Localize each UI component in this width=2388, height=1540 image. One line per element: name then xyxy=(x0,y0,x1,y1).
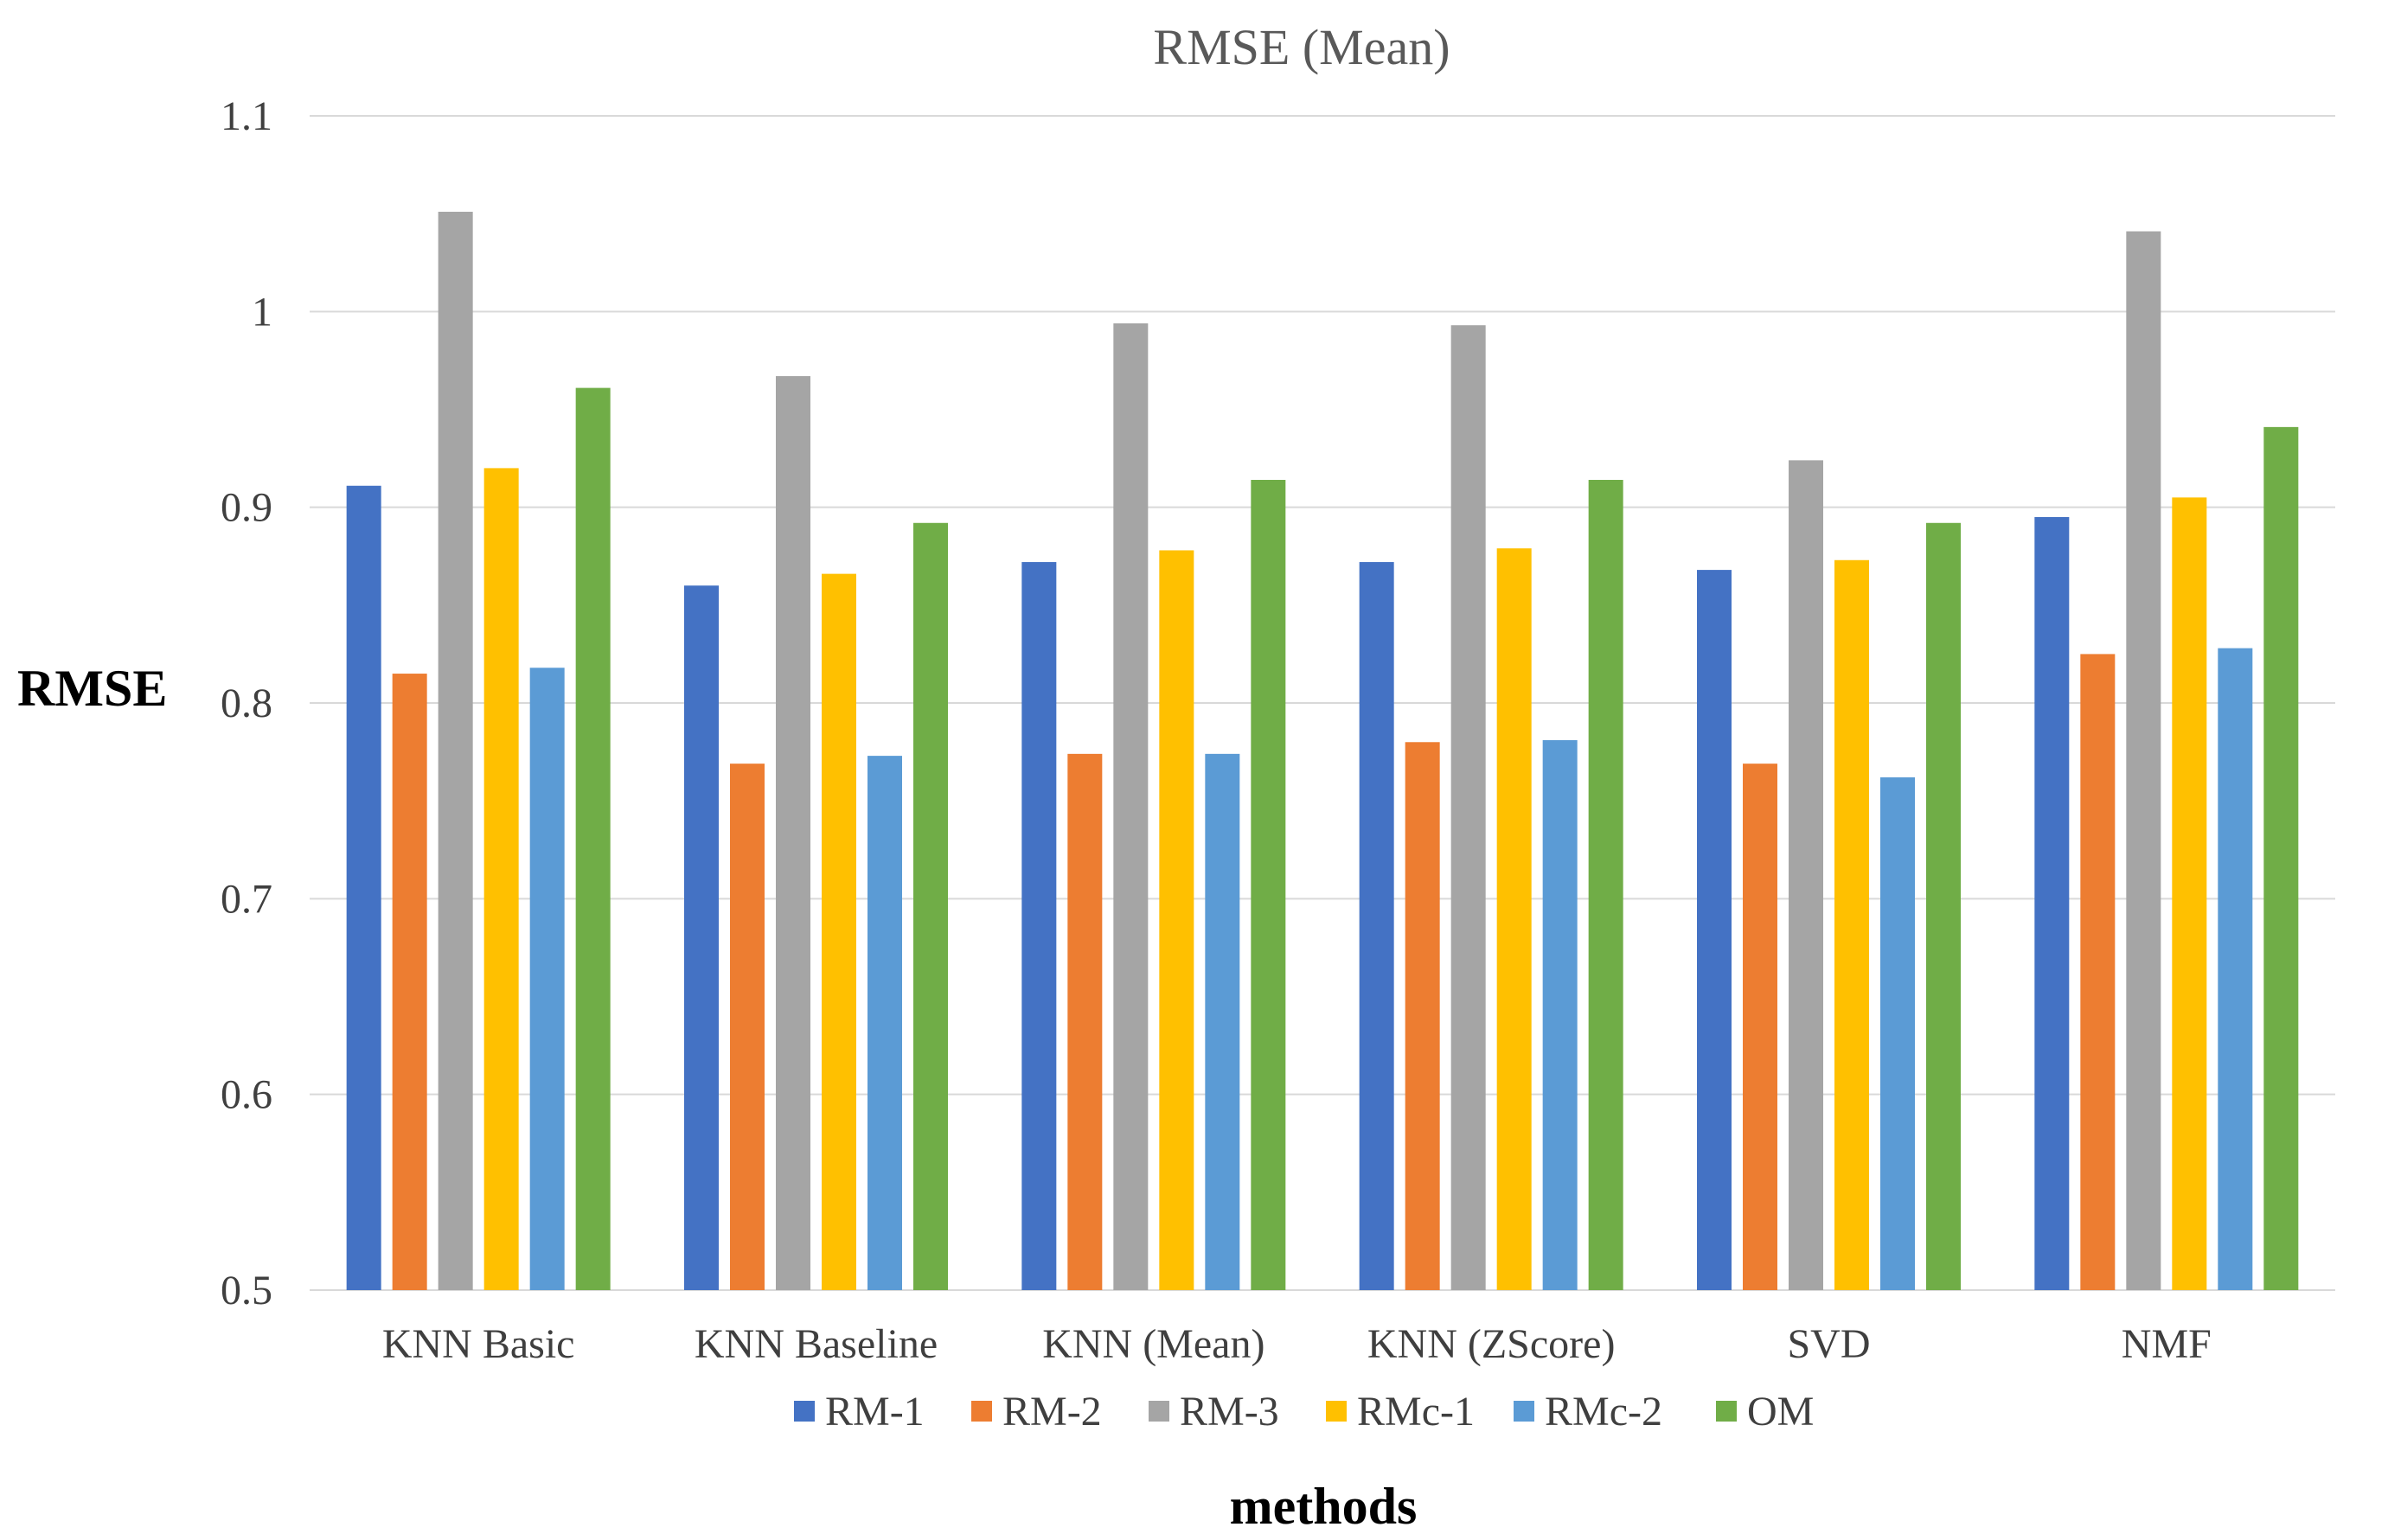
x-axis-categories: KNN Basic KNN Baseline KNN (Mean) KNN (ZSco… xyxy=(382,1321,2212,1367)
bar-rm-1-knn-baseline xyxy=(684,585,719,1290)
bar-rm-2-knn-basic xyxy=(392,674,427,1290)
bar-rm-3-knn-baseline xyxy=(776,376,810,1291)
x-axis-title: methods xyxy=(1230,1478,1418,1535)
x-category-label: SVD xyxy=(1787,1321,1870,1367)
bar-rm-3-knn-mean xyxy=(1113,323,1149,1290)
y-axis-ticks: 0.5 0.6 0.7 0.8 0.9 1 1.1 xyxy=(221,93,272,1313)
bar-rmc-2-knn-basic xyxy=(529,668,565,1290)
legend-label: RM-1 xyxy=(825,1389,925,1435)
legend-item-om[interactable]: OM xyxy=(1716,1389,1814,1435)
bar-rmc-2-nmf xyxy=(2218,648,2253,1290)
legend-swatch xyxy=(794,1401,815,1422)
x-category-label: KNN (ZScore) xyxy=(1367,1321,1616,1367)
bar-rmc-2-knn-zscore xyxy=(1542,740,1578,1290)
legend-label: RM-3 xyxy=(1180,1389,1279,1435)
bar-om-knn-mean xyxy=(1251,479,1286,1290)
bar-om-knn-basic xyxy=(575,387,611,1291)
bars xyxy=(346,211,2299,1291)
legend-label: RM-2 xyxy=(1002,1389,1102,1435)
y-tick-label: 0.7 xyxy=(221,876,272,922)
y-tick-label: 0.6 xyxy=(221,1072,272,1118)
bar-rmc-1-svd xyxy=(1834,559,1869,1290)
y-tick-label: 1.1 xyxy=(221,93,272,139)
legend-label: RMc-1 xyxy=(1357,1389,1475,1435)
legend-swatch xyxy=(1514,1401,1534,1422)
gridlines xyxy=(310,115,2335,1291)
bar-rm-2-nmf xyxy=(2080,654,2116,1290)
bar-rm-2-knn-zscore xyxy=(1405,742,1440,1290)
bar-om-knn-baseline xyxy=(913,522,948,1290)
y-axis-title: RMSE xyxy=(17,660,167,717)
bar-rmc-1-nmf xyxy=(2172,497,2207,1290)
bar-rm-1-knn-mean xyxy=(1021,562,1057,1290)
legend-label: OM xyxy=(1747,1389,1814,1435)
bar-rmc-1-knn-zscore xyxy=(1496,548,1532,1290)
legend-item-rm-3[interactable]: RM-3 xyxy=(1149,1389,1279,1435)
bar-om-nmf xyxy=(2263,426,2299,1290)
bar-rmc-2-knn-mean xyxy=(1205,753,1240,1290)
bar-rmc-1-knn-basic xyxy=(483,468,519,1290)
x-category-label: KNN (Mean) xyxy=(1042,1321,1264,1367)
legend-swatch xyxy=(971,1401,992,1422)
bar-rm-2-knn-baseline xyxy=(730,764,765,1290)
legend[interactable]: RM-1 RM-2 RM-3 RMc-1 RMc-2 OM xyxy=(794,1389,1814,1435)
bar-rmc-1-knn-baseline xyxy=(822,573,856,1290)
x-category-label: KNN Baseline xyxy=(695,1321,938,1367)
bar-rmc-2-svd xyxy=(1880,777,1915,1290)
bar-rm-3-knn-basic xyxy=(438,211,473,1291)
bar-rm-1-knn-zscore xyxy=(1359,562,1394,1290)
bar-rm-1-svd xyxy=(1697,570,1732,1290)
chart-title: RMSE (Mean) xyxy=(1153,19,1450,75)
legend-swatch xyxy=(1716,1401,1737,1422)
bar-om-knn-zscore xyxy=(1588,479,1623,1290)
legend-item-rmc-2[interactable]: RMc-2 xyxy=(1514,1389,1662,1435)
y-tick-label: 0.9 xyxy=(221,485,272,531)
bar-rmc-2-knn-baseline xyxy=(867,756,902,1290)
bar-rm-1-knn-basic xyxy=(346,485,381,1290)
y-tick-label: 0.5 xyxy=(221,1268,272,1313)
legend-item-rmc-1[interactable]: RMc-1 xyxy=(1326,1389,1475,1435)
y-tick-label: 0.8 xyxy=(221,681,272,726)
bar-om-svd xyxy=(1926,522,1961,1290)
legend-swatch xyxy=(1149,1401,1169,1422)
y-tick-label: 1 xyxy=(252,289,272,335)
bar-rm-3-svd xyxy=(1789,460,1823,1290)
legend-label: RMc-2 xyxy=(1545,1389,1662,1435)
x-category-label: NMF xyxy=(2122,1321,2212,1367)
legend-item-rm-2[interactable]: RM-2 xyxy=(971,1389,1102,1435)
bar-rm-3-knn-zscore xyxy=(1450,325,1486,1291)
legend-swatch xyxy=(1326,1401,1347,1422)
bar-rmc-1-knn-mean xyxy=(1159,550,1194,1290)
x-category-label: KNN Basic xyxy=(382,1321,575,1367)
bar-rm-2-svd xyxy=(1743,764,1777,1290)
bar-rm-3-nmf xyxy=(2126,231,2161,1291)
bar-rm-2-knn-mean xyxy=(1067,753,1103,1290)
legend-item-rm-1[interactable]: RM-1 xyxy=(794,1389,925,1435)
bar-rm-1-nmf xyxy=(2034,516,2070,1290)
